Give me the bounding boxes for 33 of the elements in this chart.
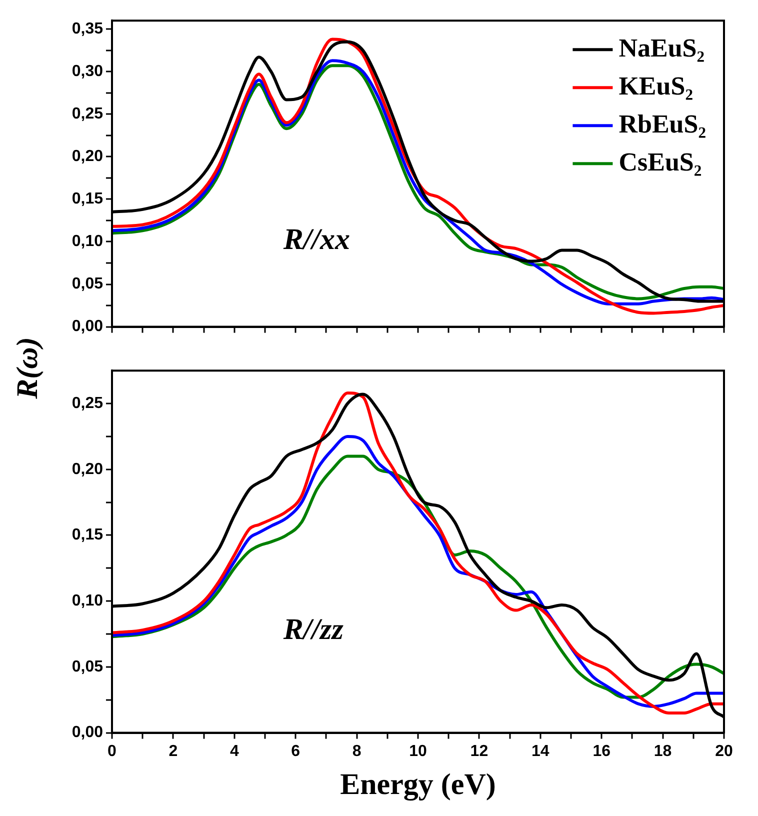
x-tick-label: 20 (715, 742, 733, 760)
y-tick-label: 0,10 (72, 233, 104, 250)
x-tick-label: 6 (291, 742, 300, 760)
y-tick-label: 0,15 (72, 190, 104, 208)
x-tick-label: 4 (230, 742, 239, 760)
y-axis-title: R(ω) (11, 337, 45, 399)
y-tick-label: 0,35 (72, 20, 104, 38)
y-tick-label: 0,05 (72, 658, 104, 676)
y-tick-label: 0,15 (72, 526, 104, 544)
legend-label: CsEuS₂ (618, 147, 702, 176)
y-tick-label: 0,25 (72, 394, 104, 412)
y-tick-label: 0,00 (72, 724, 104, 742)
y-tick-label: 0,20 (72, 148, 104, 166)
x-tick-label: 2 (168, 742, 178, 760)
x-tick-label: 18 (654, 742, 672, 760)
y-tick-label: 0,00 (72, 318, 104, 336)
legend-label: KEuS₂ (618, 71, 694, 100)
y-tick-label: 0,25 (72, 106, 104, 123)
y-tick-label: 0,20 (72, 460, 104, 478)
y-tick-label: 0,05 (72, 276, 104, 293)
legend-label: NaEuS₂ (618, 33, 705, 62)
x-tick-label: 10 (409, 742, 427, 760)
legend-label: RbEuS₂ (618, 109, 706, 138)
x-tick-label: 14 (532, 742, 550, 760)
x-axis-title: Energy (eV) (340, 768, 496, 801)
x-tick-label: 16 (592, 742, 611, 760)
x-tick-label: 8 (352, 742, 362, 760)
annotation: R//xx (282, 222, 350, 256)
x-tick-label: 0 (108, 742, 117, 760)
annotation: R//zz (282, 613, 344, 646)
y-tick-label: 0,10 (72, 592, 104, 610)
y-tick-label: 0,30 (72, 63, 104, 80)
x-tick-label: 12 (470, 742, 488, 760)
